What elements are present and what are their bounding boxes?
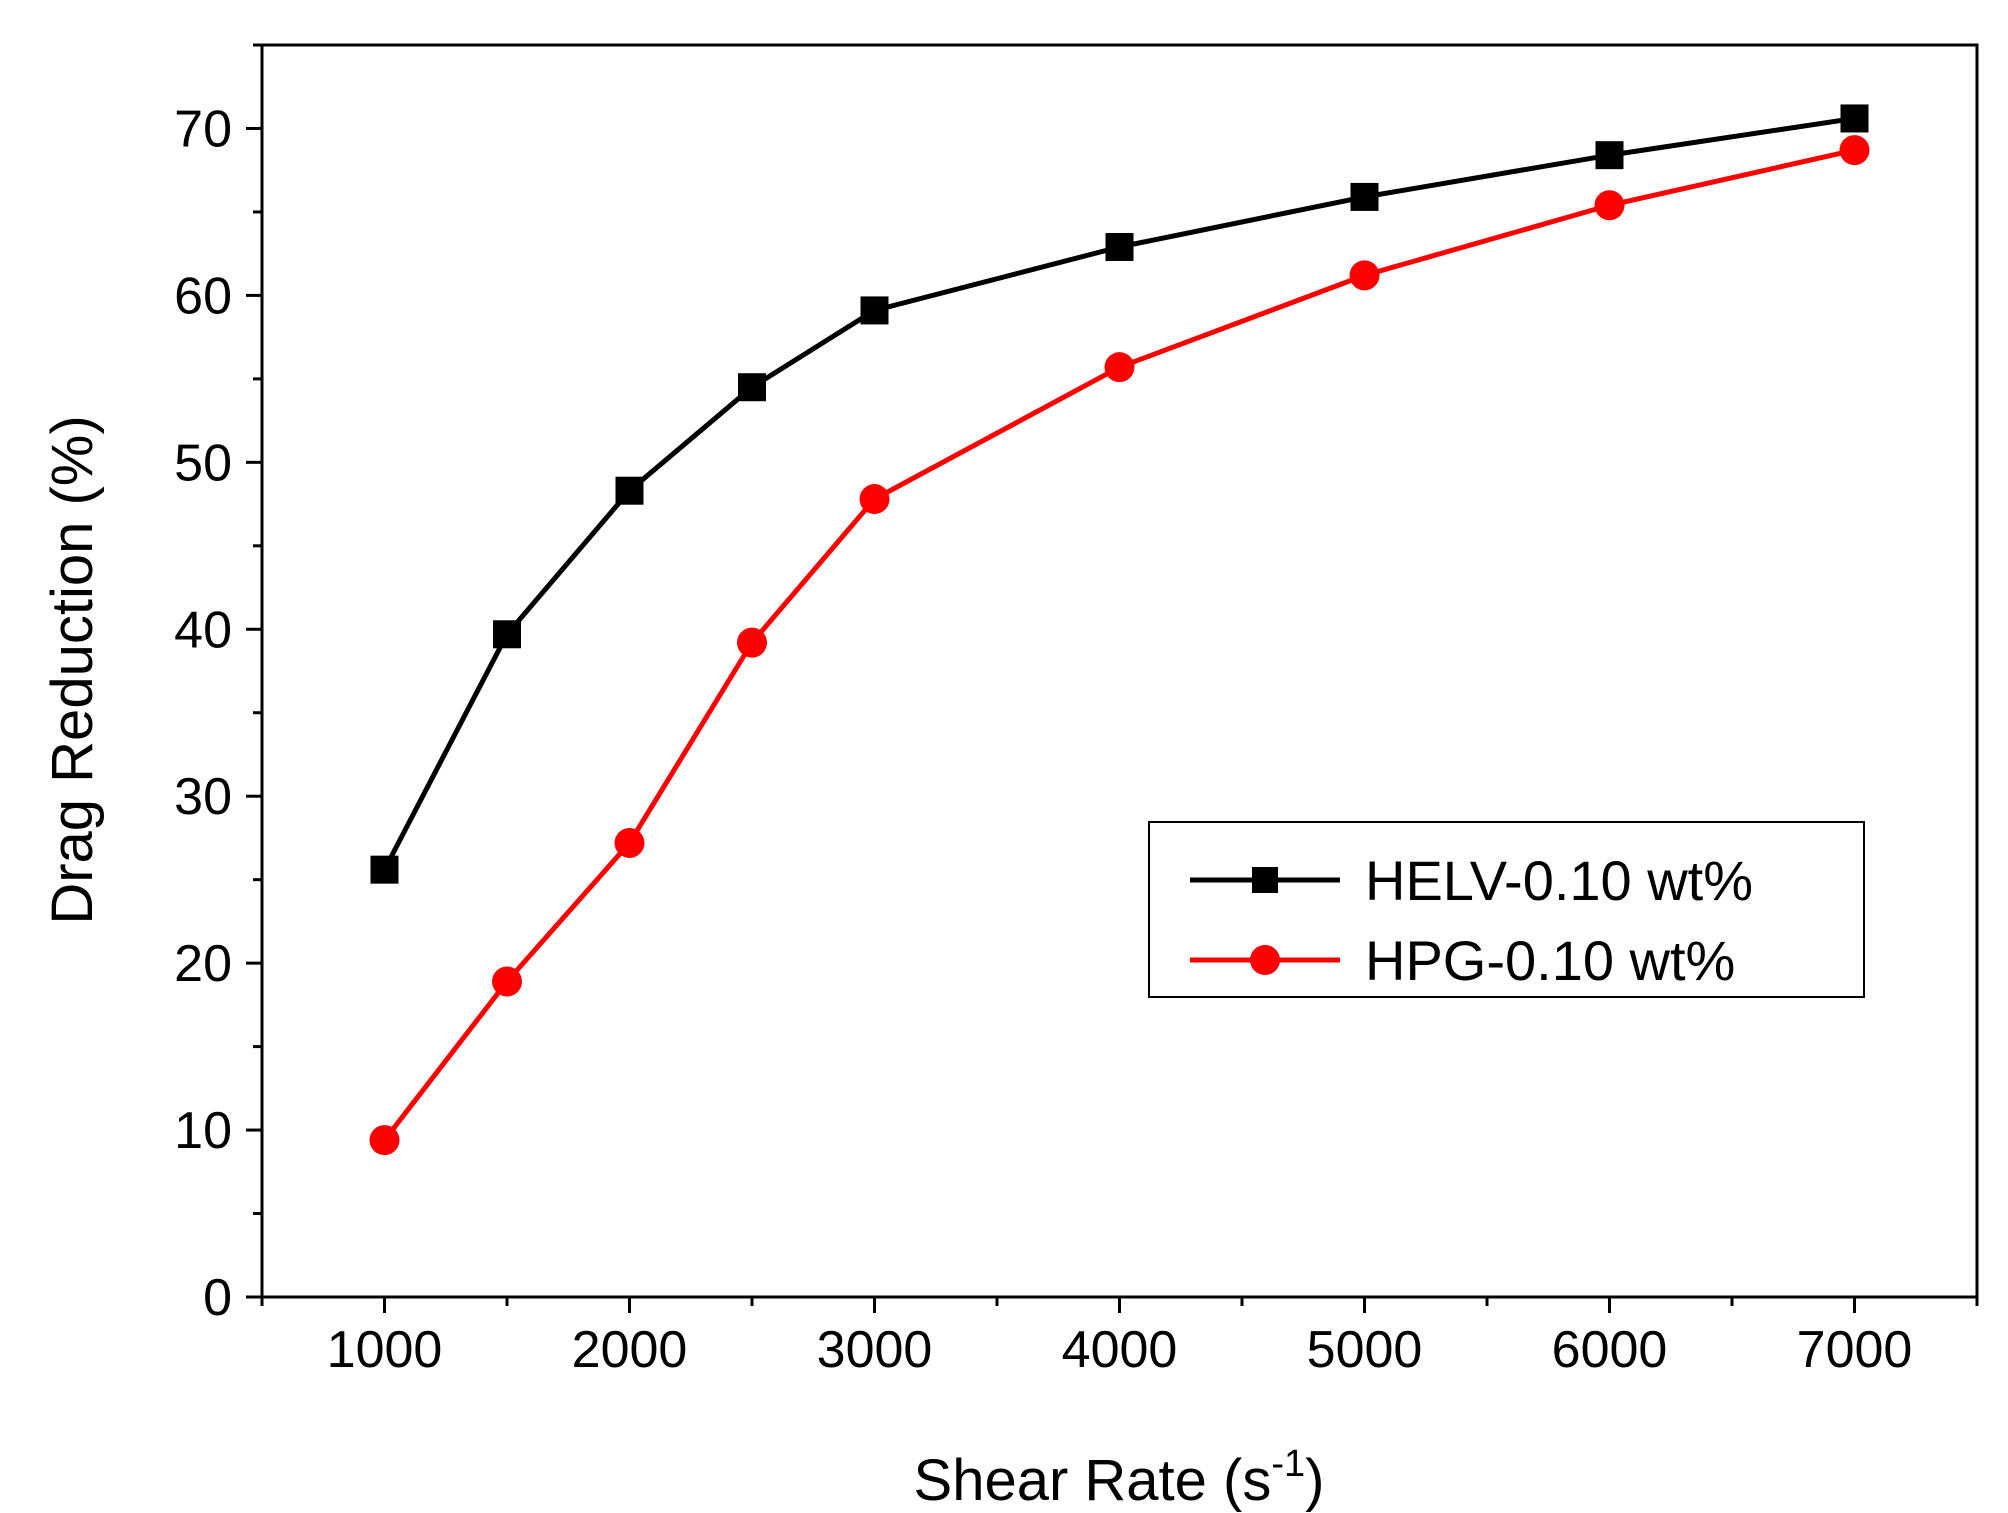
data-point <box>493 620 521 649</box>
y-tick-label: 60 <box>174 267 232 325</box>
data-point <box>1105 232 1134 261</box>
x-tick-label: 5000 <box>1307 1321 1423 1379</box>
data-point <box>614 827 645 858</box>
y-tick-label: 10 <box>174 1102 232 1160</box>
data-point <box>615 476 644 505</box>
y-tick-label: 20 <box>174 935 232 993</box>
x-tick-label: 3000 <box>817 1321 933 1379</box>
series-helv <box>370 104 1869 884</box>
y-tick-label: 50 <box>174 434 232 492</box>
x-axis-title: Shear Rate (s-1) <box>914 1443 1325 1513</box>
y-tick-label: 30 <box>174 768 232 826</box>
legend-marker-square-icon <box>1252 867 1278 893</box>
data-point <box>1350 182 1379 211</box>
data-point <box>1349 260 1380 291</box>
data-point <box>369 1125 400 1156</box>
y-tick-label: 70 <box>174 100 232 158</box>
y-axis-title: Drag Reduction (%) <box>40 415 105 924</box>
data-point <box>370 855 399 884</box>
y-axis-ticks <box>246 43 262 1299</box>
x-tick-label: 1000 <box>327 1321 443 1379</box>
axes: 1000 2000 3000 4000 5000 6000 7000 0 10 20 30 40 50… <box>174 43 1979 1379</box>
legend-marker-circle-icon <box>1250 945 1280 975</box>
y-tick-label: 40 <box>174 601 232 659</box>
x-axis-title-superscript: -1 <box>1271 1443 1305 1485</box>
data-point <box>1594 190 1625 221</box>
data-point <box>738 373 766 402</box>
data-point <box>1839 135 1870 166</box>
series-layer <box>369 104 1870 1156</box>
legend: HELV-0.10 wt% HPG-0.10 wt% <box>1148 821 1865 998</box>
data-point <box>737 627 767 658</box>
data-point <box>492 966 522 997</box>
legend-label-hpg: HPG-0.10 wt% <box>1365 929 1735 992</box>
data-point <box>1104 352 1135 383</box>
x-tick-label: 4000 <box>1062 1321 1178 1379</box>
y-tick-label: 0 <box>203 1269 232 1327</box>
data-point <box>1840 104 1869 133</box>
legend-label-helv: HELV-0.10 wt% <box>1365 849 1753 912</box>
x-tick-label: 6000 <box>1552 1321 1668 1379</box>
x-axis-tick-labels: 1000 2000 3000 4000 5000 6000 7000 <box>327 1321 1913 1379</box>
x-tick-label: 2000 <box>572 1321 688 1379</box>
data-point <box>860 296 889 325</box>
data-point <box>1595 141 1624 170</box>
series-hpg <box>369 135 1870 1156</box>
data-point <box>859 484 890 515</box>
x-axis-ticks <box>260 1297 1979 1313</box>
y-axis-tick-labels: 0 10 20 30 40 50 60 70 <box>174 100 232 1327</box>
x-tick-label: 7000 <box>1797 1321 1913 1379</box>
